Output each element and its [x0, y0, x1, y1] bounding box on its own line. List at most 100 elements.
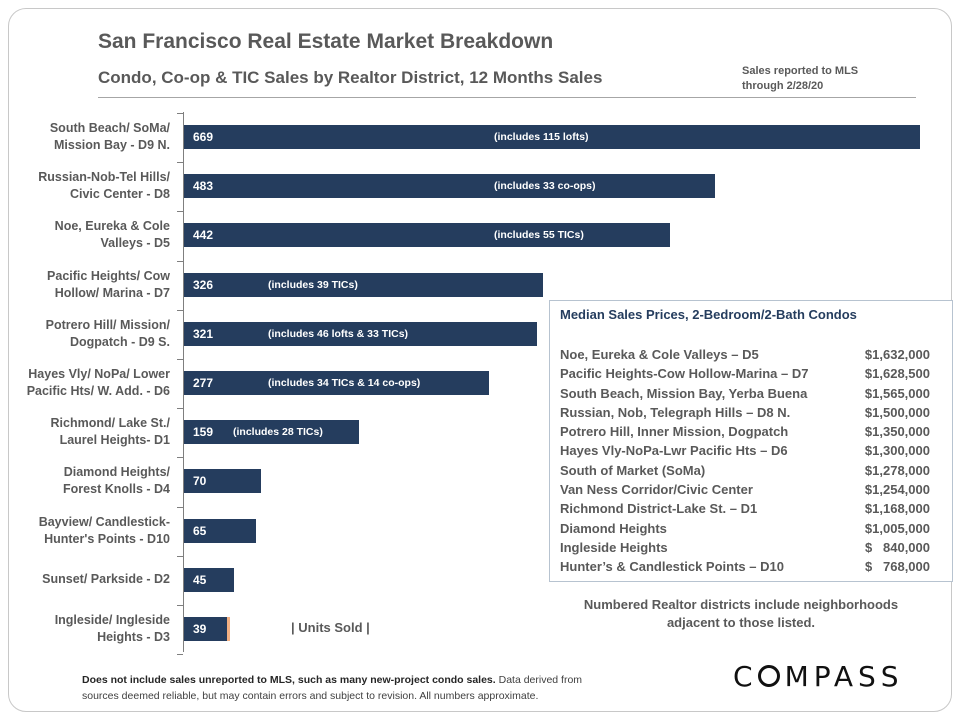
data-label: 669	[193, 130, 214, 144]
category-label: Richmond/ Lake St./ Laurel Heights- D1	[0, 415, 170, 449]
data-label: 39	[193, 622, 207, 636]
area-name: South Beach, Mission Bay, Yerba Buena	[560, 385, 808, 401]
bar	[184, 617, 227, 641]
area-name: Potrero Hill, Inner Mission, Dogpatch	[560, 424, 789, 440]
table-row: Pacific Heights-Cow Hollow-Marina – D7 $1…	[560, 364, 930, 383]
category-label: Ingleside/ Ingleside Heights - D3	[0, 612, 170, 646]
source-note: Sales reported to MLS through 2/28/20	[742, 64, 858, 94]
bar-annotation: (includes 28 TICs)	[233, 426, 323, 439]
bar	[184, 321, 538, 346]
median-price: $1,254,000	[864, 482, 930, 498]
bar-annotation: (includes 33 co-ops)	[494, 180, 596, 193]
axis-tick	[177, 309, 183, 311]
axis-tick	[177, 162, 183, 164]
bar	[184, 125, 920, 149]
axis-tick	[177, 457, 183, 459]
y-axis	[183, 112, 184, 652]
footer-disclaimer: Does not include sales unreported to MLS…	[82, 672, 582, 704]
bar	[184, 567, 234, 592]
category-label-line: Forest Knolls - D4	[63, 482, 170, 497]
disclaimer-bold: Does not include sales unreported to MLS…	[82, 674, 496, 686]
area-name: Hunter’s & Candlestick Points – D10	[560, 559, 784, 575]
category-label-line: Sunset/ Parkside - D2	[42, 572, 170, 587]
category-label: Hayes Vly/ NoPa/ Lower Pacific Hts/ W. Ad…	[0, 366, 170, 400]
median-price: $ 768,000	[864, 559, 930, 575]
table-row: South Beach, Mission Bay, Yerba Buena $1,…	[560, 384, 930, 403]
category-label: Sunset/ Parkside - D2	[0, 571, 170, 588]
table-row: Russian, Nob, Telegraph Hills – D8 N. $1,…	[560, 403, 930, 422]
area-name: Hayes Vly-NoPa-Lwr Pacific Hts – D6	[560, 443, 788, 459]
compass-logo: C MPASS	[733, 660, 904, 693]
category-label-line: Bayview/ Candlestick-	[38, 514, 170, 529]
bar-end-marker	[226, 617, 230, 641]
category-label-line: Dogpatch - D9 S.	[69, 334, 170, 349]
source-note-line: through 2/28/20	[742, 80, 824, 92]
area-name: Russian, Nob, Telegraph Hills – D8 N.	[560, 404, 791, 420]
data-label: 326	[193, 277, 214, 292]
disclaimer-text: sources deemed reliable, but may contain…	[82, 690, 539, 702]
bar-annotation: (includes 46 lofts & 33 TICs)	[268, 327, 409, 340]
table-rows: Noe, Eureka & Cole Valleys – D5 $1,632,00…	[560, 345, 930, 577]
bar-annotation: (includes 55 TICs)	[494, 229, 584, 242]
category-label-line: Mission Bay - D9 N.	[54, 138, 170, 152]
bar	[184, 223, 671, 248]
axis-tick	[177, 359, 183, 360]
data-label: 65	[193, 523, 207, 538]
category-label: Noe, Eureka & Cole Valleys - D5	[0, 218, 170, 252]
axis-tick	[177, 555, 183, 557]
table-row: Ingleside Heights $ 840,000	[560, 538, 930, 557]
category-label-line: Hollow/ Marina - D7	[54, 285, 170, 300]
category-label: Pacific Heights/ Cow Hollow/ Marina - D7	[0, 268, 170, 302]
axis-tick	[177, 408, 183, 410]
district-note: Numbered Realtor districts include neigh…	[583, 597, 899, 630]
category-label-line: Laurel Heights- D1	[59, 433, 170, 448]
data-label: 159	[193, 425, 214, 440]
category-label: South Beach/ SoMa/Mission Bay - D9 N.	[0, 120, 170, 154]
bar-annotation: (includes 115 lofts)	[494, 131, 589, 143]
axis-tick	[177, 506, 183, 508]
category-label-line: Valleys - D5	[100, 236, 171, 251]
bar	[184, 518, 256, 543]
category-label: Bayview/ Candlestick- Hunter's Points - D…	[0, 514, 170, 548]
area-name: Richmond District-Lake St. – D1	[560, 501, 758, 517]
divider	[98, 97, 916, 98]
category-label-line: Pacific Hts/ W. Add. - D6	[26, 384, 170, 398]
median-price: $1,168,000	[864, 501, 930, 517]
area-name: South of Market (SoMa)	[560, 462, 706, 478]
bar	[184, 272, 543, 297]
data-label: 277	[193, 376, 214, 390]
table-row: Hayes Vly-NoPa-Lwr Pacific Hts – D6 $1,30…	[560, 441, 930, 460]
data-label: 442	[193, 228, 214, 243]
median-price: $ 840,000	[864, 539, 930, 555]
table-row: Diamond Heights $1,005,000	[560, 519, 930, 538]
bar	[184, 174, 716, 199]
area-name: Van Ness Corridor/Civic Center	[560, 482, 753, 498]
median-price: $1,628,500	[864, 366, 930, 382]
source-note-line: Sales reported to MLS	[742, 65, 859, 77]
median-price: $1,005,000	[864, 520, 930, 536]
axis-tick	[177, 605, 183, 606]
data-label: 45	[193, 572, 207, 587]
category-label-line: Pacific Heights/ Cow	[47, 268, 170, 283]
axis-tick	[177, 211, 183, 213]
disclaimer-text: Data derived from	[495, 674, 583, 686]
category-label-line: Diamond Heights/	[63, 465, 170, 480]
area-name: Diamond Heights	[560, 520, 667, 536]
median-price: $1,500,000	[864, 404, 930, 420]
median-price: $1,300,000	[864, 443, 930, 459]
axis-tick	[177, 260, 183, 262]
category-label-line: Heights - D3	[97, 630, 170, 644]
data-label: 70	[193, 474, 207, 489]
table-row: Van Ness Corridor/Civic Center $1,254,000	[560, 480, 930, 499]
axis-tick	[177, 113, 183, 114]
chart-title: San Francisco Real Estate Market Breakdo…	[98, 30, 554, 53]
bar-annotation: (includes 39 TICs)	[268, 278, 358, 291]
data-label: 321	[193, 326, 214, 341]
category-label-line: Noe, Eureka & Cole	[54, 219, 170, 234]
chart-subtitle: Condo, Co-op & TIC Sales by Realtor Dist…	[98, 68, 603, 87]
bar-annotation: (includes 34 TICs & 14 co-ops)	[268, 377, 421, 389]
category-label-line: Russian-Nob-Tel Hills/	[38, 170, 170, 185]
category-label: Potrero Hill/ Mission/Dogpatch - D9 S.	[0, 317, 170, 351]
median-price: $1,350,000	[864, 424, 930, 440]
category-label: Russian-Nob-Tel Hills/Civic Center - D8	[0, 169, 170, 203]
